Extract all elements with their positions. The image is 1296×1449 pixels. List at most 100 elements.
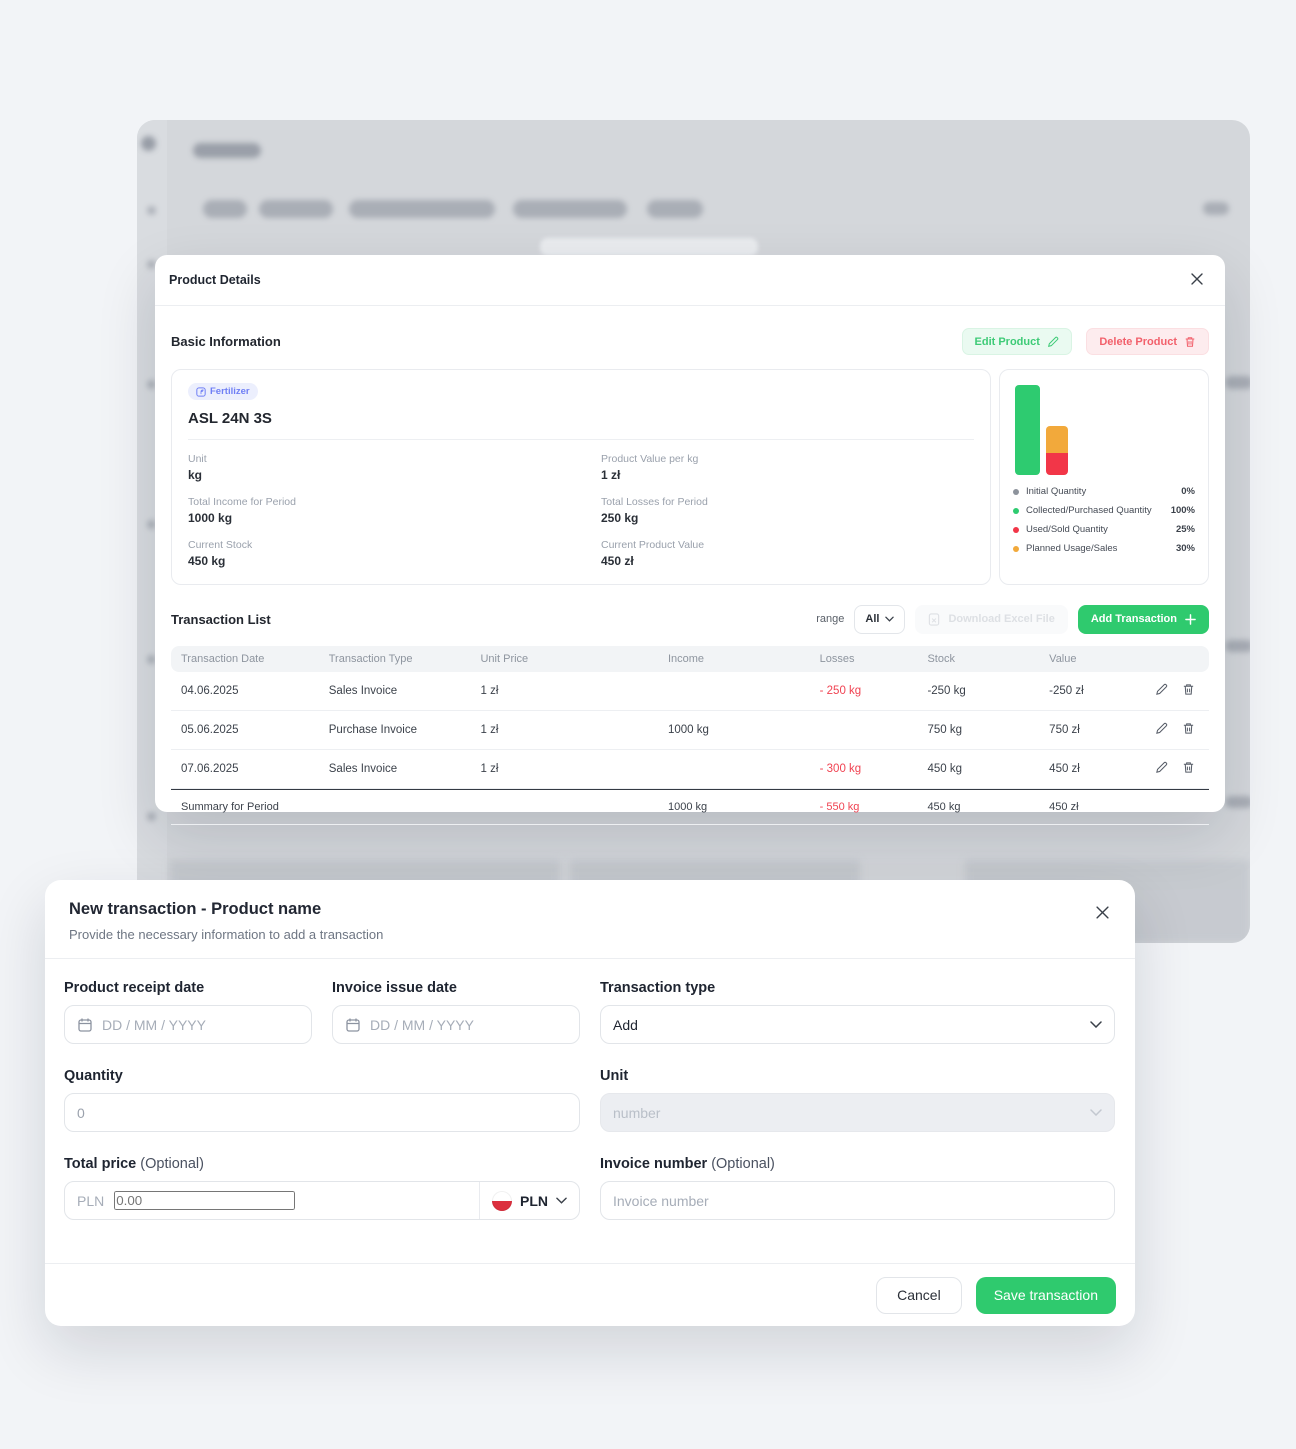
close-icon[interactable] (1187, 269, 1207, 291)
quantity-field: Quantity (64, 1068, 580, 1132)
edit-product-label: Edit Product (974, 335, 1040, 348)
pencil-icon (1047, 336, 1059, 348)
background-tab (647, 200, 703, 218)
range-select[interactable]: All (854, 604, 906, 634)
new-transaction-title: New transaction - Product name (69, 900, 322, 918)
chart-bar-collected (1015, 385, 1040, 475)
new-transaction-header: New transaction - Product name Provide t… (45, 880, 1135, 959)
plus-icon (1185, 613, 1196, 625)
pencil-icon[interactable] (1155, 683, 1168, 699)
background-page-title (193, 143, 261, 158)
category-badge-label: Fertilizer (210, 386, 250, 397)
edit-product-button[interactable]: Edit Product (961, 328, 1072, 355)
delete-product-label: Delete Product (1099, 335, 1177, 348)
legend-item: Initial Quantity 0% (1013, 486, 1195, 497)
col-value: Value (1039, 645, 1139, 672)
cell-income (657, 672, 810, 711)
calendar-icon (77, 1017, 93, 1033)
invoice-number-field: Invoice number (Optional) (600, 1156, 1115, 1220)
invoice-issue-date-field: Invoice issue date (332, 980, 580, 1044)
cell-value: 450 zł (1039, 750, 1139, 789)
invoice-issue-date-label: Invoice issue date (332, 980, 457, 996)
total-price-input-group: PLN PLN (64, 1181, 580, 1220)
cell-unit-price: 1 zł (470, 711, 658, 750)
cell-type: Sales Invoice (318, 672, 471, 711)
background-nav-dot (147, 520, 156, 529)
close-icon[interactable] (1092, 902, 1113, 925)
chevron-down-icon (1090, 1109, 1102, 1116)
cell-stock: 750 kg (917, 711, 1040, 750)
fertilizer-icon (196, 386, 206, 397)
cell-losses (809, 711, 918, 750)
basic-information-heading: Basic Information (171, 334, 281, 349)
invoice-number-input-wrap (600, 1181, 1115, 1220)
invoice-number-input[interactable] (613, 1192, 1102, 1209)
product-field: Total Losses for Period 250 kg (601, 496, 974, 525)
cell-stock: 450 kg (917, 750, 1040, 789)
category-badge: Fertilizer (188, 383, 258, 400)
background-nav-dot (147, 812, 156, 821)
product-field: Product Value per kg 1 zł (601, 453, 974, 482)
trash-icon[interactable] (1182, 722, 1195, 738)
invoice-issue-date-input[interactable] (370, 1016, 567, 1033)
new-transaction-modal: New transaction - Product name Provide t… (45, 880, 1135, 1326)
quantity-label: Quantity (64, 1068, 123, 1084)
trash-icon[interactable] (1182, 761, 1195, 777)
currency-select[interactable]: PLN (479, 1182, 579, 1219)
col-unit-price: Unit Price (470, 645, 658, 672)
trash-icon (1184, 336, 1196, 348)
legend-label: Planned Usage/Sales (1026, 543, 1118, 554)
field-label: Unit (188, 452, 207, 465)
transaction-type-select[interactable]: Add (600, 1005, 1115, 1044)
trash-icon[interactable] (1182, 683, 1195, 699)
cancel-button[interactable]: Cancel (876, 1276, 962, 1314)
quantity-input[interactable] (77, 1104, 567, 1121)
field-value: 450 zł (601, 553, 634, 568)
chevron-down-icon (885, 616, 895, 622)
pencil-icon[interactable] (1155, 761, 1168, 777)
save-transaction-button[interactable]: Save transaction (975, 1276, 1116, 1314)
add-transaction-button[interactable]: Add Transaction (1077, 604, 1209, 634)
total-price-label: Total price (Optional) (64, 1156, 580, 1172)
cell-value: -250 zł (1039, 672, 1139, 711)
invoice-number-label-text: Invoice number (600, 1156, 708, 1172)
summary-value: 450 zł (1039, 788, 1139, 825)
product-receipt-date-input[interactable] (102, 1016, 299, 1033)
background-nav-dot (147, 655, 156, 664)
product-details-modal: Product Details Basic Information Edit P… (155, 255, 1225, 825)
legend-value: 25% (1175, 524, 1195, 535)
legend-item: Planned Usage/Sales 30% (1013, 543, 1195, 554)
range-label: range (816, 613, 845, 625)
summary-losses: - 550 kg (809, 788, 918, 825)
background-value (1225, 376, 1250, 389)
background-value (1225, 640, 1250, 652)
col-losses: Losses (809, 645, 918, 672)
cell-income (657, 750, 810, 789)
cell-date: 05.06.2025 (171, 711, 319, 750)
invoice-number-label: Invoice number (Optional) (600, 1156, 1115, 1172)
download-excel-button[interactable]: Download Excel File (915, 604, 1068, 634)
delete-product-button[interactable]: Delete Product (1086, 328, 1209, 355)
cell-unit-price: 1 zł (470, 750, 658, 789)
unit-label: Unit (600, 1068, 629, 1084)
total-price-optional: (Optional) (140, 1156, 204, 1172)
field-value: 1000 kg (188, 510, 233, 525)
pencil-icon[interactable] (1155, 722, 1168, 738)
legend-dot (1013, 488, 1019, 495)
legend-label: Collected/Purchased Quantity (1026, 505, 1152, 516)
total-price-input[interactable] (114, 1191, 296, 1210)
background-nav-dot (147, 206, 156, 215)
quantity-input-wrap (64, 1093, 580, 1132)
background-tab (513, 200, 627, 218)
transaction-table: Transaction Date Transaction Type Unit P… (171, 645, 1209, 825)
product-field: Unit kg (188, 453, 601, 482)
stock-chart-card: Initial Quantity 0% Collected/Purchased … (999, 369, 1209, 585)
cell-losses: - 300 kg (809, 750, 918, 789)
new-transaction-footer: Cancel Save transaction (45, 1263, 1135, 1326)
field-value: kg (188, 467, 203, 482)
invoice-number-optional: (Optional) (711, 1156, 775, 1172)
product-name: ASL 24N 3S (188, 409, 272, 427)
total-price-field: Total price (Optional) PLN PLN (64, 1156, 580, 1220)
legend-item: Collected/Purchased Quantity 100% (1013, 505, 1195, 516)
field-label: Total Income for Period (188, 495, 296, 508)
